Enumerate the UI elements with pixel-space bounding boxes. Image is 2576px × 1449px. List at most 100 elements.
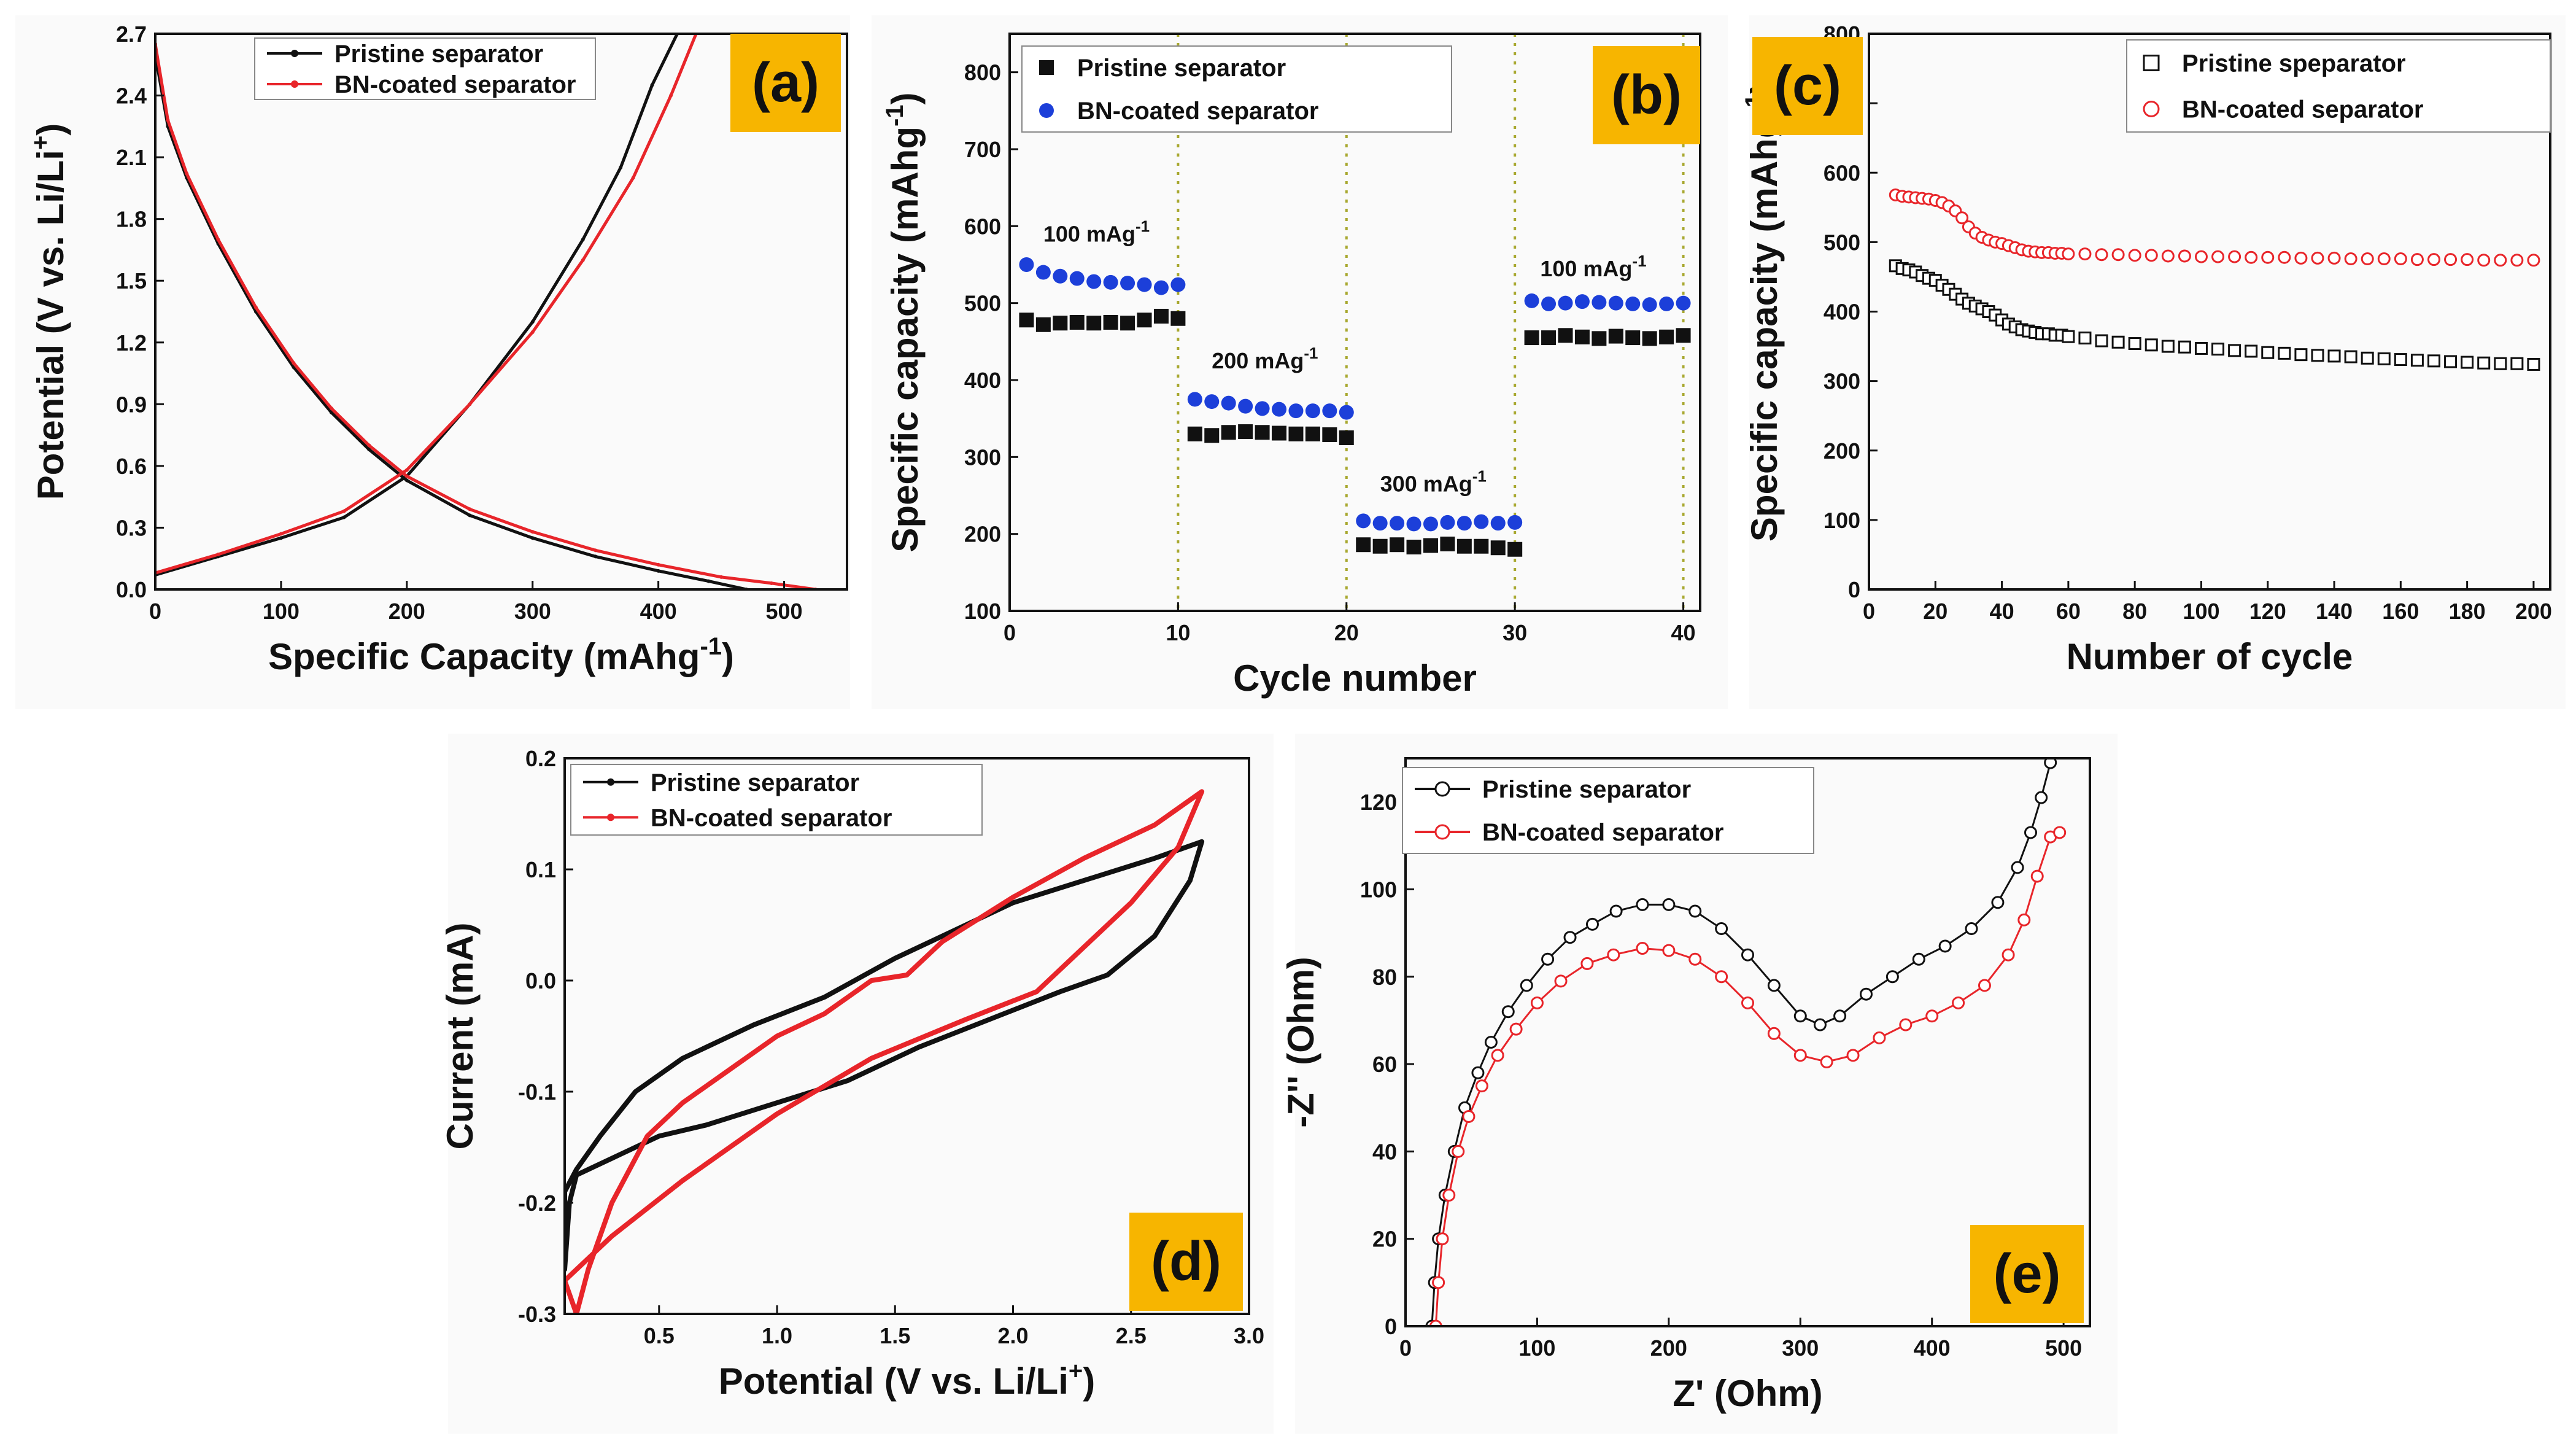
data-point [1833, 1009, 1847, 1023]
x-tick-label: 400 [640, 599, 677, 624]
data-point [1563, 931, 1577, 944]
data-point [1955, 211, 1969, 225]
data-point [2461, 355, 2474, 369]
x-tick-label: 500 [766, 599, 803, 624]
panel-d-background [448, 734, 1274, 1434]
data-point [2410, 253, 2424, 266]
data-point [1288, 426, 1304, 441]
plot-area-e [1425, 758, 2067, 1326]
data-point [2344, 252, 2357, 266]
data-point [2394, 353, 2407, 367]
data-point [1520, 979, 1533, 992]
cv-loop-bn [565, 789, 1205, 1314]
x-axis-label: Number of cycle [2067, 636, 2353, 677]
x-axis-label: Cycle number [1233, 658, 1477, 699]
data-point [404, 468, 409, 472]
data-point [1688, 904, 1702, 918]
data-point [2294, 348, 2308, 362]
y-tick-label: 500 [964, 291, 1001, 316]
data-point [706, 579, 711, 583]
x-tick-label: 1.0 [762, 1323, 792, 1348]
y-tick-label: 500 [1824, 230, 1860, 255]
data-point [1574, 329, 1590, 344]
data-point [1432, 1276, 1445, 1289]
x-tick-label: 300 [514, 599, 551, 624]
data-point [656, 569, 660, 573]
data-point [2145, 249, 2158, 262]
data-point [594, 554, 598, 559]
data-point [2311, 349, 2324, 362]
data-point [2062, 247, 2075, 261]
data-point [1390, 537, 1405, 553]
data-point [2410, 354, 2424, 367]
data-point [2078, 331, 2092, 344]
x-tick-label: 500 [2045, 1335, 2082, 1361]
y-tick-label: 200 [1824, 438, 1860, 464]
data-point [1069, 271, 1085, 286]
data-point [1475, 1079, 1488, 1093]
legend-marker [607, 814, 614, 822]
x-tick-label: 0 [1004, 620, 1016, 645]
data-point [166, 118, 170, 122]
data-point [1659, 296, 1674, 311]
panel-label: (b) [1611, 64, 1682, 126]
y-tick-label: 200 [964, 522, 1001, 547]
data-point [329, 410, 333, 414]
data-point [1609, 904, 1623, 918]
x-tick-label: 20 [1923, 599, 1947, 624]
data-point [2178, 340, 2191, 354]
x-tick-label: 0.5 [644, 1323, 675, 1348]
y-tick-label: 400 [1824, 300, 1860, 325]
data-point [1592, 295, 1607, 310]
y-tick-label: 600 [1824, 160, 1860, 185]
data-point [1440, 515, 1455, 530]
x-tick-label: 300 [1782, 1335, 1819, 1361]
panel-label: (c) [1774, 55, 1841, 117]
data-point [1574, 294, 1590, 309]
panel-label-badge [1593, 46, 1700, 144]
data-point [2194, 341, 2208, 355]
x-tick-label: 200 [389, 599, 425, 624]
data-point [1170, 277, 1186, 292]
data-point [1886, 970, 1899, 984]
data-point [1436, 1232, 1449, 1246]
data-point [1103, 274, 1118, 290]
x-tick-label: 0 [149, 599, 161, 624]
data-point [1120, 276, 1135, 291]
data-point [1429, 1319, 1442, 1326]
x-tick-label: 100 [263, 599, 300, 624]
panel-label: (d) [1151, 1231, 1221, 1292]
data-point [1793, 1049, 1807, 1062]
data-point [279, 532, 283, 536]
data-point [2278, 346, 2291, 360]
data-point [1204, 394, 1220, 410]
data-point [1636, 898, 1649, 911]
data-point [1452, 1144, 1465, 1158]
y-tick-label: 40 [1372, 1139, 1397, 1164]
y-tick-label: 0.0 [525, 968, 556, 993]
data-point [468, 507, 472, 511]
data-point [404, 478, 409, 483]
data-point [1767, 979, 1781, 992]
y-tick-label: 0 [1385, 1314, 1397, 1339]
data-point [1372, 516, 1388, 531]
data-point [1372, 538, 1388, 554]
legend-label: Pristine separator [1482, 776, 1691, 803]
data-point [1912, 952, 1925, 966]
data-point [2035, 791, 2048, 804]
data-point [2095, 248, 2108, 262]
data-point [2245, 344, 2258, 358]
legend-marker [291, 50, 298, 57]
data-point [1322, 403, 1337, 419]
data-point [1965, 922, 1978, 935]
legend-marker [1434, 781, 1450, 797]
data-point [2278, 251, 2291, 264]
data-point [2361, 351, 2374, 365]
panel-label-badge [1752, 37, 1863, 135]
data-point [2261, 346, 2275, 359]
data-point [1625, 296, 1641, 311]
data-point [2228, 344, 2241, 357]
data-point [1558, 295, 1573, 311]
data-point [2294, 251, 2308, 265]
series-line-discharge-pristine [155, 54, 747, 589]
